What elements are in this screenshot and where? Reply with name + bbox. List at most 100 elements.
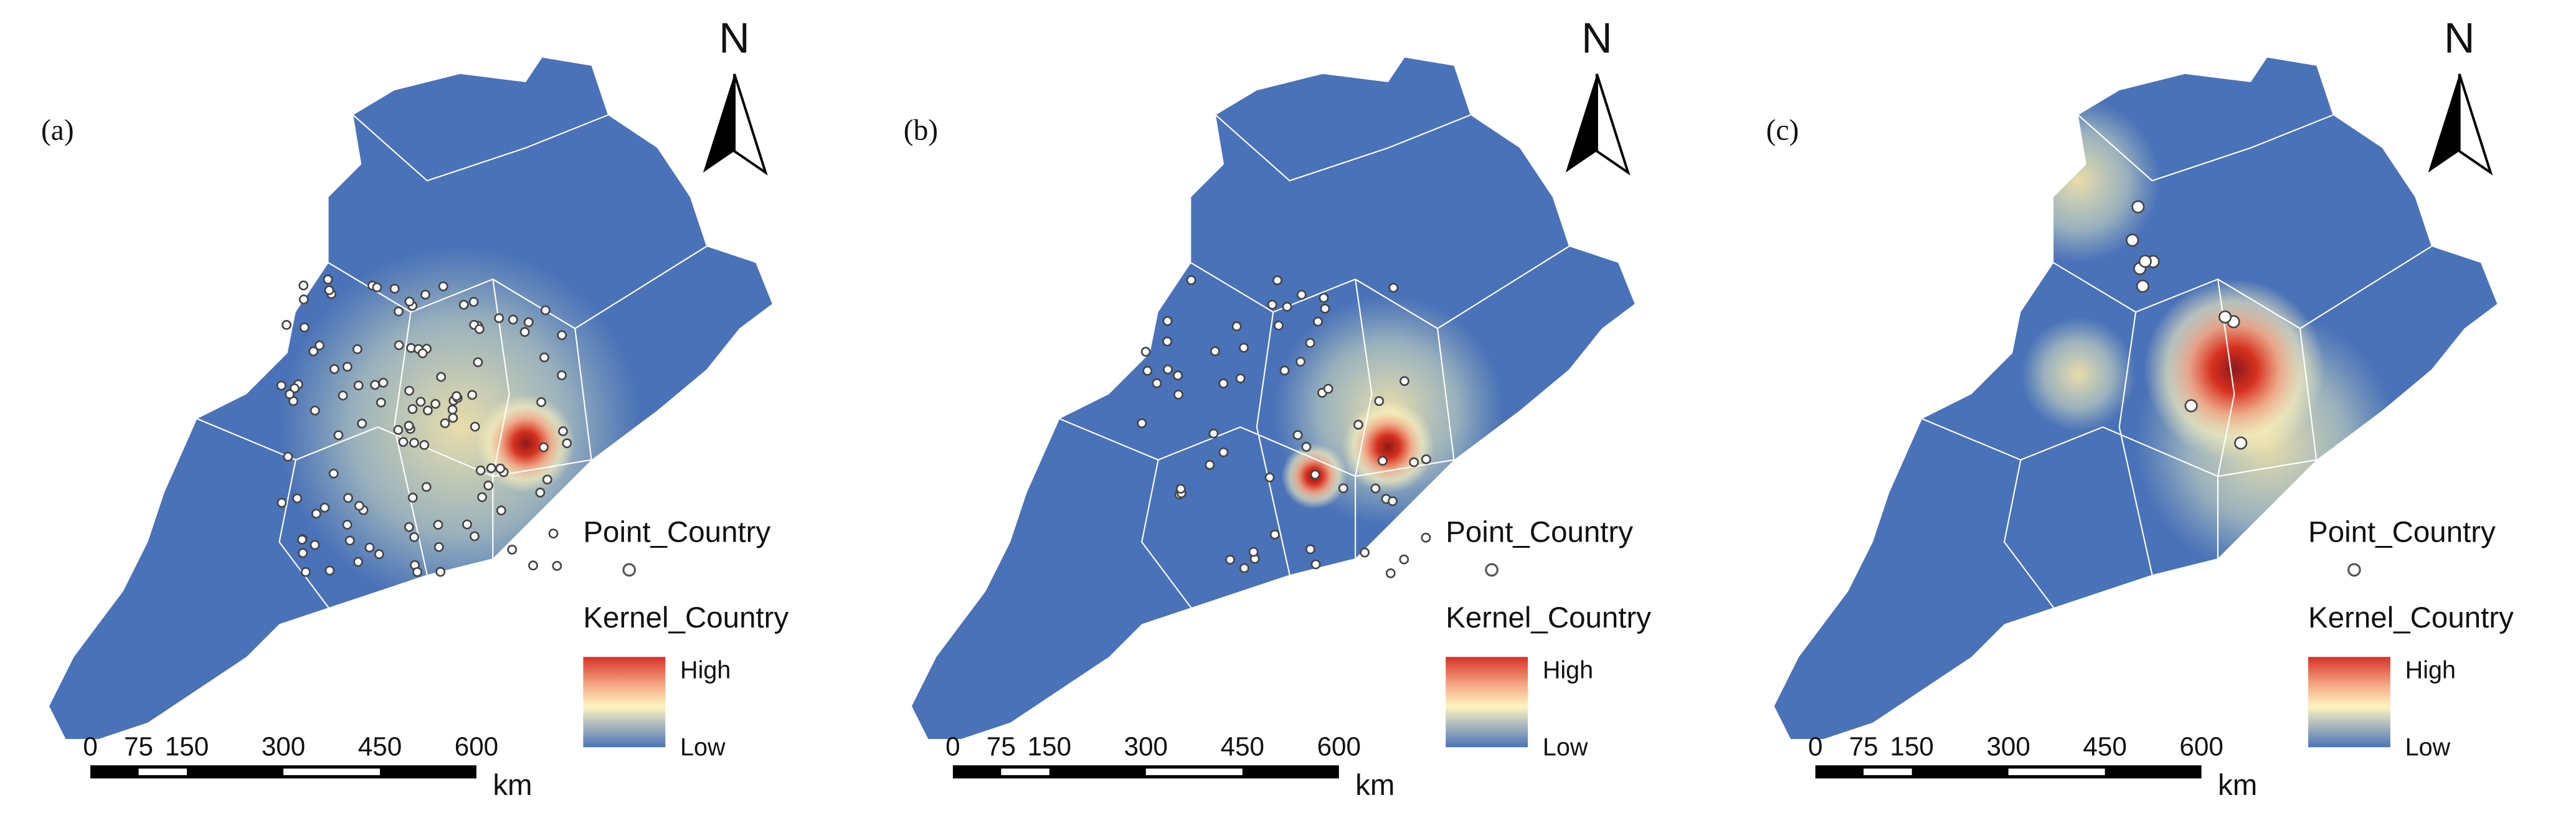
point — [448, 413, 458, 423]
point — [1310, 559, 1321, 570]
point — [370, 380, 380, 390]
point — [1279, 365, 1290, 376]
point — [473, 357, 483, 367]
point — [1360, 547, 1370, 558]
point — [320, 502, 330, 513]
point — [438, 281, 448, 291]
scale-tick-label: 450 — [2083, 732, 2126, 761]
panel-label: (b) — [904, 114, 938, 146]
point — [1162, 316, 1173, 326]
point — [2126, 233, 2139, 247]
scale-tick-label: 75 — [1849, 732, 1878, 761]
point — [354, 500, 364, 511]
point — [1409, 457, 1419, 468]
point — [1173, 370, 1183, 381]
point — [389, 283, 400, 294]
point — [409, 532, 419, 542]
point — [343, 492, 353, 503]
point — [452, 391, 462, 402]
point — [1399, 376, 1409, 387]
point — [338, 390, 348, 401]
north-label: N — [2444, 14, 2475, 62]
point — [422, 405, 433, 416]
boundary — [1355, 279, 1373, 558]
boundary — [492, 279, 510, 558]
point — [1142, 365, 1153, 376]
scale-tick-label: 150 — [165, 732, 209, 761]
point — [436, 372, 447, 382]
point — [415, 397, 426, 407]
point — [467, 390, 478, 400]
boundary — [2118, 312, 2153, 575]
legend-point-title: Point_Country — [2308, 516, 2496, 549]
kernel-density — [279, 246, 641, 608]
point — [1205, 459, 1215, 470]
map — [1774, 57, 2498, 740]
point — [1267, 299, 1277, 310]
point — [1137, 418, 1147, 428]
point — [523, 317, 534, 327]
scale-tick-label: 600 — [2179, 732, 2223, 761]
point — [486, 463, 496, 473]
point — [1274, 321, 1284, 331]
point — [308, 346, 319, 357]
point — [374, 549, 384, 560]
point — [298, 294, 309, 304]
point — [1310, 469, 1320, 480]
boundary — [197, 418, 592, 477]
point — [1239, 563, 1249, 573]
kernel-density — [1273, 295, 1503, 526]
map — [49, 57, 772, 740]
point — [495, 463, 506, 474]
legend-kernel-title: Kernel_Country — [2308, 601, 2514, 634]
boundary — [278, 459, 329, 608]
point — [310, 405, 320, 416]
point — [1231, 321, 1242, 332]
point — [300, 566, 311, 577]
boundary — [1436, 328, 1455, 460]
legend-point-symbol — [2347, 563, 2361, 577]
point — [496, 505, 506, 515]
boundary — [2078, 114, 2334, 182]
point — [470, 421, 480, 432]
boundary — [1141, 459, 1192, 608]
legend-kernel-title: Kernel_Country — [583, 601, 788, 634]
point — [458, 299, 469, 310]
point — [519, 327, 530, 337]
point — [311, 509, 321, 519]
point — [329, 364, 339, 374]
point — [1152, 378, 1162, 388]
hotspot — [476, 394, 575, 493]
point — [276, 380, 286, 391]
boundary — [353, 114, 608, 182]
north-label: N — [1581, 14, 1612, 62]
north-label: N — [719, 14, 750, 62]
scale-tick-label: 600 — [1317, 732, 1361, 761]
legend-high: High — [2405, 657, 2456, 684]
point — [310, 540, 320, 550]
legend-kernel-title: Kernel_Country — [1446, 601, 1651, 634]
point — [1225, 555, 1236, 565]
point — [539, 442, 549, 453]
point — [1323, 383, 1333, 394]
point — [299, 322, 310, 332]
point — [1239, 342, 1249, 353]
point — [1175, 484, 1186, 494]
point — [277, 497, 287, 508]
point — [430, 398, 441, 409]
point — [1218, 447, 1229, 458]
point — [1208, 428, 1219, 439]
point — [1140, 347, 1151, 357]
point — [557, 330, 567, 341]
point — [540, 305, 551, 316]
point — [344, 535, 355, 546]
boundary — [1921, 418, 2317, 477]
point — [342, 362, 353, 372]
point — [1305, 544, 1315, 555]
map-panel: (a) N Point_Country Kernel_Country High Low 0 7… — [41, 14, 789, 802]
north-arrow-light — [1595, 73, 1631, 176]
point — [557, 370, 567, 380]
scale-bar-segment — [2008, 768, 2105, 776]
point — [1292, 430, 1303, 440]
